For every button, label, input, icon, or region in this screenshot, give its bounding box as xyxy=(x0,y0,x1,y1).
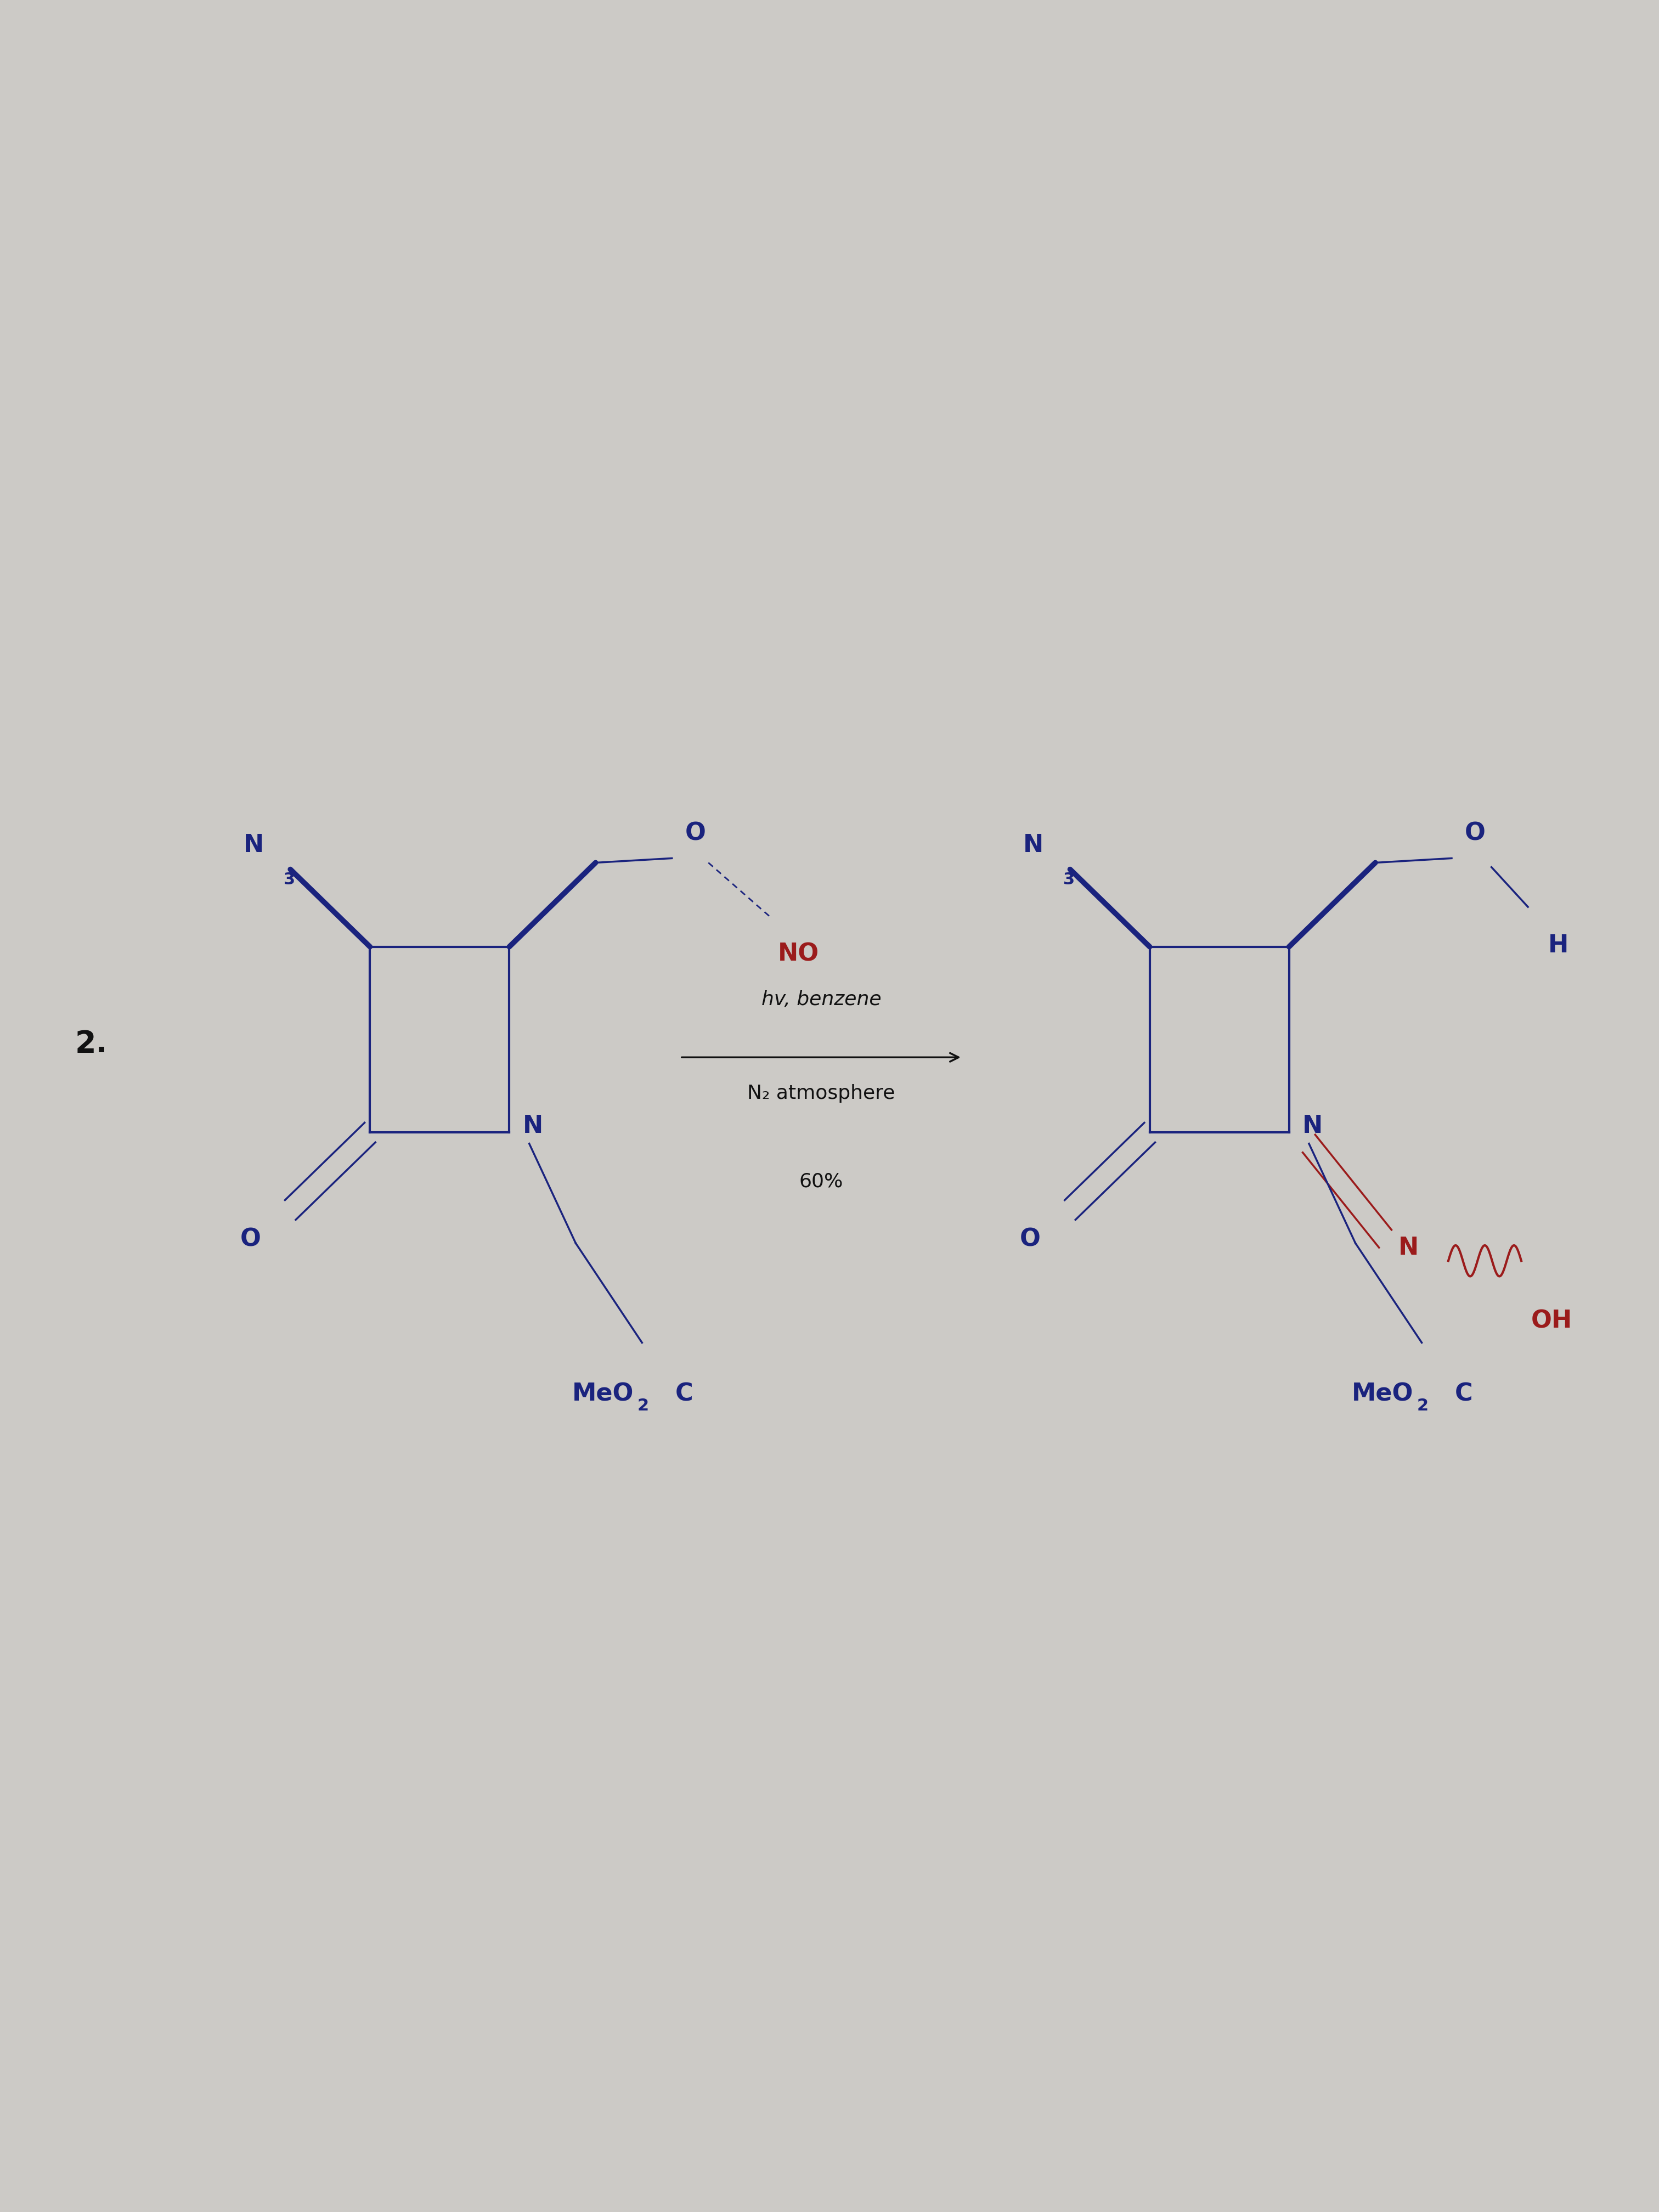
Text: O: O xyxy=(241,1228,260,1252)
Text: O: O xyxy=(1020,1228,1040,1252)
Text: 60%: 60% xyxy=(800,1172,843,1190)
Text: MeO: MeO xyxy=(572,1383,634,1407)
Text: N: N xyxy=(1024,834,1044,856)
Text: NO: NO xyxy=(778,942,820,967)
Text: 3: 3 xyxy=(284,872,295,887)
Text: N₂ atmosphere: N₂ atmosphere xyxy=(747,1084,896,1102)
Text: C: C xyxy=(675,1383,693,1407)
Text: OH: OH xyxy=(1531,1310,1573,1334)
Text: O: O xyxy=(685,821,707,845)
Text: MeO: MeO xyxy=(1352,1383,1413,1407)
Text: hv, benzene: hv, benzene xyxy=(761,991,881,1009)
Text: N: N xyxy=(244,834,264,856)
Text: N: N xyxy=(1399,1237,1418,1259)
Text: 2: 2 xyxy=(1417,1398,1428,1413)
Text: 2: 2 xyxy=(637,1398,649,1413)
Text: H: H xyxy=(1548,933,1568,958)
Text: C: C xyxy=(1455,1383,1473,1407)
Text: N: N xyxy=(1302,1115,1322,1137)
Text: N: N xyxy=(523,1115,542,1137)
Text: O: O xyxy=(1465,821,1486,845)
Text: 2.: 2. xyxy=(75,1029,108,1060)
Text: 3: 3 xyxy=(1063,872,1075,887)
